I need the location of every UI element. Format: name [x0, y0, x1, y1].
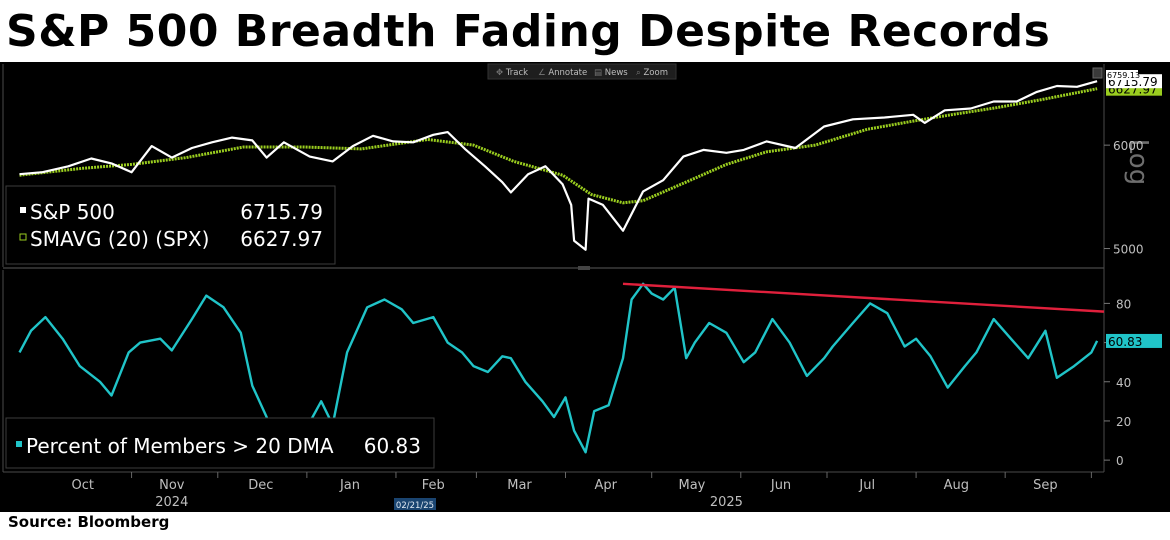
bottom-ytick-label: 0: [1116, 454, 1124, 468]
sp500-legend-value: 6715.79: [240, 200, 323, 224]
month-label: Aug: [944, 478, 969, 493]
month-label: Feb: [422, 478, 445, 493]
top-ytick-label: 6000: [1113, 139, 1144, 153]
year-label: 2025: [710, 495, 743, 510]
top-ytick-label: 5000: [1113, 243, 1144, 257]
axis-toggle-button[interactable]: [1092, 67, 1103, 79]
price-legend-box: [5, 185, 336, 265]
sp500-legend-name: S&P 500: [30, 200, 115, 224]
breadth-line: [18, 282, 1099, 454]
bottom-ytick-label: 40: [1116, 376, 1131, 390]
divider-handle[interactable]: [578, 266, 590, 270]
year-label: 2024: [155, 495, 188, 510]
month-label: Apr: [594, 478, 617, 493]
sma-line: [19, 87, 1098, 205]
toolbar: [487, 63, 677, 80]
breadth-legend-box: [5, 417, 435, 469]
annotate-tool[interactable]: ∠ Annotate: [538, 68, 587, 78]
breadth-value-badge-text: 60.83: [1108, 335, 1142, 349]
bottom-ytick-label: 20: [1116, 415, 1131, 429]
sma-legend-swatch: [19, 233, 27, 241]
price-extra-tag: [1106, 70, 1138, 80]
sp500-line: [19, 80, 1098, 251]
source-note: Source: Bloomberg: [8, 513, 170, 531]
month-label: Jul: [858, 478, 875, 493]
log-scale-label: Log: [1123, 139, 1153, 185]
price-extra-tag-text: 6759.13: [1107, 71, 1140, 80]
news-tool[interactable]: ▤ News: [594, 68, 628, 78]
breadth-legend-swatch: [16, 441, 22, 447]
month-label: Jan: [339, 478, 360, 493]
month-label: Mar: [507, 478, 532, 493]
month-label: May: [678, 478, 705, 493]
month-label: Sep: [1033, 478, 1058, 493]
month-label: Dec: [248, 478, 273, 493]
breadth-value-badge: [1106, 333, 1162, 348]
trendline: [622, 282, 1105, 313]
cursor-date: 02/21/25: [396, 501, 434, 511]
breadth-legend-value: 60.83: [364, 434, 421, 458]
month-label: Oct: [71, 478, 93, 493]
cursor-date-box: [394, 498, 436, 510]
sma-legend-value: 6627.97: [240, 227, 323, 251]
bottom-ytick-label: 80: [1116, 297, 1131, 311]
zoom-tool[interactable]: ⌕ Zoom: [636, 68, 668, 78]
month-label: Nov: [159, 478, 185, 493]
month-label: Jun: [770, 478, 791, 493]
breadth-legend-name: Percent of Members > 20 DMA: [26, 434, 334, 458]
track-tool[interactable]: ✥ Track: [496, 68, 528, 78]
sma-legend-name: SMAVG (20) (SPX): [30, 227, 209, 251]
page-title: S&P 500 Breadth Fading Despite Records: [6, 6, 1051, 57]
chart-panel[interactable]: ✥ Track ∠ Annotate ▤ News ⌕ Zoom Log 500…: [0, 62, 1170, 512]
sp500-legend-swatch: [20, 207, 26, 213]
